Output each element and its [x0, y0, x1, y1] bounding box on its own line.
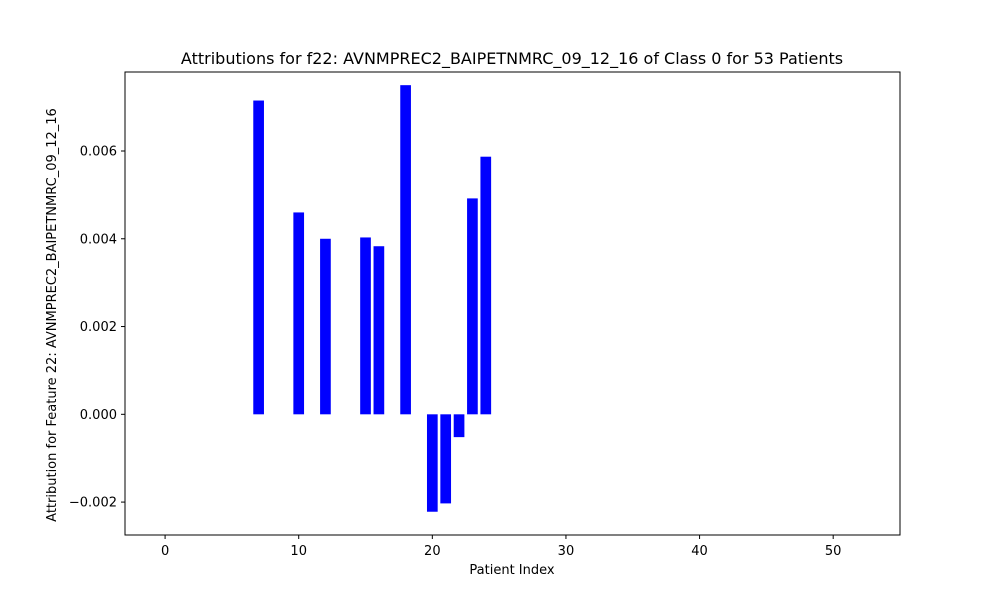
y-tick-label: 0.000 — [80, 408, 117, 423]
x-axis-label: Patient Index — [469, 563, 554, 578]
bar-patient-20 — [426, 414, 438, 512]
x-axis-ticks: 0 10 20 30 40 50 — [161, 535, 842, 559]
bar-patient-10 — [293, 212, 305, 415]
bar-patient-16 — [373, 246, 385, 415]
plot-frame — [124, 71, 901, 536]
bars-group — [253, 85, 492, 512]
bar-patient-18 — [400, 85, 411, 415]
y-tick-label: 0.006 — [80, 144, 117, 159]
y-tick-label: −0.002 — [69, 496, 117, 511]
x-tick-label: 10 — [290, 544, 307, 559]
bar-patient-15 — [360, 237, 371, 415]
x-tick-label: 30 — [558, 544, 575, 559]
bar-patient-21 — [440, 414, 452, 504]
y-axis-ticks: −0.002 0.000 0.002 0.004 0.006 — [69, 144, 125, 511]
x-tick-label: 50 — [825, 544, 842, 559]
bar-patient-24 — [480, 156, 492, 415]
bar-patient-7 — [253, 100, 264, 415]
bar-patient-12 — [320, 238, 331, 415]
x-tick-label: 0 — [161, 544, 169, 559]
x-tick-label: 40 — [691, 544, 708, 559]
y-tick-label: 0.004 — [80, 232, 117, 247]
bar-patient-23 — [467, 198, 478, 415]
x-tick-label: 20 — [424, 544, 441, 559]
bar-patient-22 — [453, 414, 465, 438]
y-tick-label: 0.002 — [80, 320, 117, 335]
y-axis-label: Attribution for Feature 22: AVNMPREC2_BA… — [45, 108, 60, 522]
chart-title: Attributions for f22: AVNMPREC2_BAIPETNM… — [181, 49, 843, 69]
